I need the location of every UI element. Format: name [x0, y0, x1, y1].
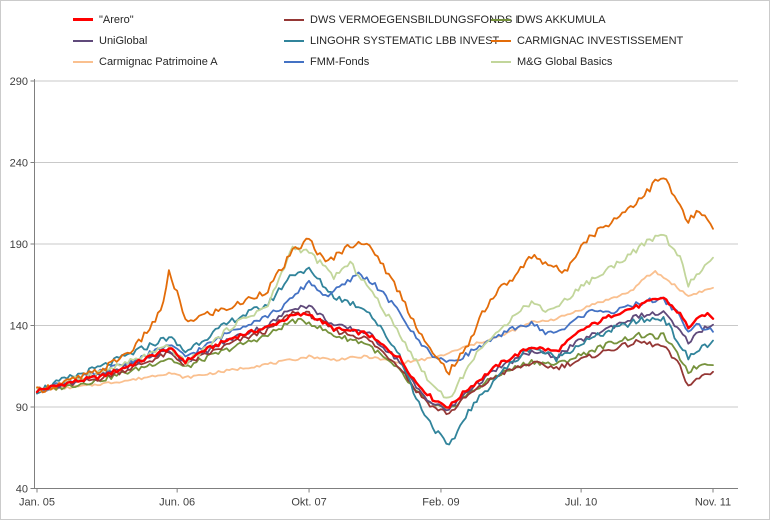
- series-line-mg-global-basics: [36, 233, 714, 399]
- series-line-lingohr-systematic: [36, 266, 714, 446]
- legend-label: LINGOHR SYSTEMATIC LBB INVEST: [310, 34, 500, 47]
- legend-item-carmignac-investissement: CARMIGNAC INVESTISSEMENT: [491, 35, 683, 47]
- legend-item-uniglobal: UniGlobal: [73, 35, 284, 47]
- legend-item-arero: "Arero": [73, 14, 284, 26]
- legend-item-dws-akkumula: DWS AKKUMULA: [491, 14, 683, 26]
- x-axis-tick-label: Okt. 07: [291, 497, 326, 509]
- x-axis-tick-label: Jul. 10: [565, 497, 597, 509]
- legend-item-fmm-fonds: FMM-Fonds: [284, 56, 491, 68]
- legend-item-mg-global-basics: M&G Global Basics: [491, 56, 683, 68]
- series-line-dws-vermoegensbildungsfonds: [36, 310, 714, 416]
- legend-label: Carmignac Patrimoine A: [99, 55, 218, 68]
- legend-item-lingohr-systematic: LINGOHR SYSTEMATIC LBB INVEST: [284, 35, 499, 47]
- legend-label: CARMIGNAC INVESTISSEMENT: [517, 34, 684, 47]
- legend-marker-dws-vermoegensbildungsfonds-icon: [284, 18, 304, 21]
- x-axis-tick-label: Feb. 09: [422, 497, 459, 509]
- legend-label: UniGlobal: [99, 34, 148, 47]
- series-line-dws-akkumula: [36, 317, 714, 409]
- chart-legend: "Arero" DWS VERMOEGENSBILDUNGSFONDS I DW…: [73, 9, 683, 72]
- y-axis-tick-label: 190: [10, 239, 28, 251]
- legend-marker-uniglobal-icon: [73, 39, 93, 42]
- series-line-carmignac-investissement: [36, 177, 714, 394]
- x-axis-tick-label: Jan. 05: [19, 497, 55, 509]
- legend-marker-carmignac-investissement-icon: [491, 39, 511, 42]
- legend-label: DWS AKKUMULA: [517, 13, 606, 26]
- series-line-carmignac-patrimoine: [36, 269, 714, 393]
- legend-item-carmignac-patrimoine: Carmignac Patrimoine A: [73, 56, 284, 68]
- x-axis-tick-label: Nov. 11: [695, 497, 731, 509]
- y-axis-tick-label: 90: [16, 402, 28, 414]
- legend-marker-arero-icon: [73, 18, 93, 21]
- legend-item-dws-vermoegensbildungsfonds: DWS VERMOEGENSBILDUNGSFONDS I: [284, 14, 518, 26]
- series-line-arero: [35, 296, 715, 409]
- y-axis-tick-label: 40: [16, 484, 28, 496]
- y-axis-tick-label: 290: [10, 76, 28, 88]
- series-line-fmm-fonds: [36, 271, 714, 393]
- legend-label: DWS VERMOEGENSBILDUNGSFONDS I: [310, 13, 519, 26]
- legend-label: "Arero": [99, 13, 134, 26]
- y-axis-tick-label: 140: [10, 321, 28, 333]
- y-axis-tick-label: 240: [10, 158, 28, 170]
- legend-marker-dws-akkumula-icon: [491, 18, 511, 21]
- legend-marker-lingohr-systematic-icon: [284, 39, 304, 42]
- legend-marker-carmignac-patrimoine-icon: [73, 60, 93, 63]
- legend-label: FMM-Fonds: [310, 55, 370, 68]
- legend-marker-mg-global-basics-icon: [491, 60, 511, 63]
- legend-label: M&G Global Basics: [517, 55, 613, 68]
- x-axis-tick-label: Jun. 06: [159, 497, 195, 509]
- legend-marker-fmm-fonds-icon: [284, 60, 304, 63]
